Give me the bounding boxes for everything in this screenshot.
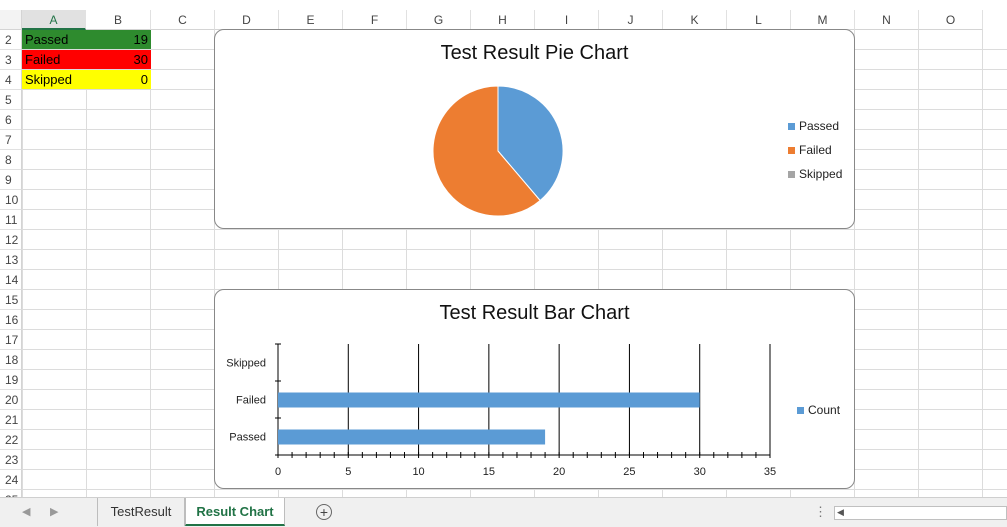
bar-x-tick-label: 10 [412, 466, 424, 478]
pie-chart-title: Test Result Pie Chart [440, 42, 629, 64]
row-header-19[interactable]: 19 [0, 370, 22, 390]
scroll-left-icon[interactable]: ◀ [837, 507, 844, 517]
row-header-9[interactable]: 9 [0, 170, 22, 190]
row-header-2[interactable]: 2 [0, 30, 22, 50]
pie-legend-item-passed: Passed [788, 119, 839, 133]
pie-slice-passed[interactable] [497, 85, 564, 202]
next-sheet-icon[interactable]: ▶ [50, 506, 59, 518]
pie-legend-label: Passed [799, 119, 840, 133]
bar-x-tick-label: 0 [275, 466, 281, 478]
bar-legend-item: Count [797, 403, 840, 417]
add-sheet-icon[interactable]: + [316, 504, 332, 520]
row-header-17[interactable]: 17 [0, 330, 22, 350]
cell-b2[interactable]: 19 [86, 30, 151, 49]
tab-result-chart[interactable]: Result Chart [185, 498, 285, 526]
column-header-a[interactable]: A [22, 10, 86, 30]
bar-y-category-label: Skipped [226, 358, 266, 370]
row-header-5[interactable]: 5 [0, 90, 22, 110]
column-header-g[interactable]: G [407, 10, 471, 30]
bar-x-tick-label: 20 [553, 466, 565, 478]
column-header-m[interactable]: M [791, 10, 855, 30]
select-all-corner[interactable] [0, 10, 22, 30]
row-header-7[interactable]: 7 [0, 130, 22, 150]
bar-y-category-label: Passed [229, 432, 266, 444]
row-header-23[interactable]: 23 [0, 450, 22, 470]
pie-legend-item-failed: Failed [788, 143, 832, 157]
bar-x-tick-label: 30 [694, 466, 706, 478]
bar-legend-swatch [797, 407, 804, 415]
row-header-25[interactable]: 25 [0, 490, 22, 497]
row-header-3[interactable]: 3 [0, 50, 22, 70]
cell-a4[interactable]: Skipped [22, 70, 86, 89]
row-header-24[interactable]: 24 [0, 470, 22, 490]
row-header-16[interactable]: 16 [0, 310, 22, 330]
pie-chart-plot [432, 85, 564, 217]
column-header-i[interactable]: I [535, 10, 599, 30]
cell-a3[interactable]: Failed [22, 50, 86, 69]
bar-chart[interactable]: Test Result Bar Chart 0 5 10 15 20 25 30 35 Pass… [214, 289, 855, 489]
pie-legend-swatch [788, 171, 795, 179]
row-header-22[interactable]: 22 [0, 430, 22, 450]
row-header-12[interactable]: 12 [0, 230, 22, 250]
column-header-f[interactable]: F [343, 10, 407, 30]
column-header-b[interactable]: B [86, 10, 151, 30]
bar-failed[interactable] [278, 392, 700, 408]
row-header-18[interactable]: 18 [0, 350, 22, 370]
column-header-l[interactable]: L [727, 10, 791, 30]
row-header-10[interactable]: 10 [0, 190, 22, 210]
prev-sheet-icon[interactable]: ◀ [22, 506, 31, 518]
column-header-o[interactable]: O [919, 10, 983, 30]
row-header-13[interactable]: 13 [0, 250, 22, 270]
bar-x-tick-label: 5 [345, 466, 351, 478]
cell-a2[interactable]: Passed [22, 30, 86, 49]
bar-passed[interactable] [278, 429, 546, 445]
column-header-c[interactable]: C [151, 10, 215, 30]
row-header-15[interactable]: 15 [0, 290, 22, 310]
bar-x-tick-label: 25 [623, 466, 635, 478]
bar-chart-title: Test Result Bar Chart [439, 302, 630, 324]
row-header-8[interactable]: 8 [0, 150, 22, 170]
pie-legend-label: Failed [799, 143, 832, 157]
column-header-k[interactable]: K [663, 10, 727, 30]
bar-y-category-label: Failed [236, 395, 266, 407]
horizontal-scrollbar[interactable]: ◀ [834, 506, 1007, 520]
row-header-6[interactable]: 6 [0, 110, 22, 130]
tab-split-icon[interactable]: ⋮ [814, 504, 827, 519]
row-header-20[interactable]: 20 [0, 390, 22, 410]
column-header-h[interactable]: H [471, 10, 535, 30]
cell-b4[interactable]: 0 [86, 70, 151, 89]
pie-legend-item-skipped: Skipped [788, 167, 842, 181]
cell-b3[interactable]: 30 [86, 50, 151, 69]
bar-chart-plot: 0 5 10 15 20 25 30 35 Passed Failed Skipped [226, 343, 776, 478]
column-header-d[interactable]: D [215, 10, 279, 30]
row-header-11[interactable]: 11 [0, 210, 22, 230]
column-header-n[interactable]: N [855, 10, 919, 30]
pie-slice-failed[interactable] [432, 85, 541, 217]
tab-testresult[interactable]: TestResult [97, 498, 185, 526]
pie-legend-label: Skipped [799, 167, 843, 181]
pie-legend-swatch [788, 147, 795, 155]
bar-x-tick-label: 35 [764, 466, 776, 478]
bar-legend-label: Count [808, 403, 841, 417]
pie-chart[interactable]: Test Result Pie Chart Passed Failed Skippe… [214, 29, 855, 229]
row-header-21[interactable]: 21 [0, 410, 22, 430]
pie-legend-swatch [788, 123, 795, 131]
column-header-e[interactable]: E [279, 10, 343, 30]
bar-x-tick-label: 15 [483, 466, 495, 478]
sheet-tab-bar: ◀ ▶ TestResult Result Chart + ⋮ ◀ [0, 497, 1007, 527]
row-header-14[interactable]: 14 [0, 270, 22, 290]
row-header-4[interactable]: 4 [0, 70, 22, 90]
column-header-j[interactable]: J [599, 10, 663, 30]
